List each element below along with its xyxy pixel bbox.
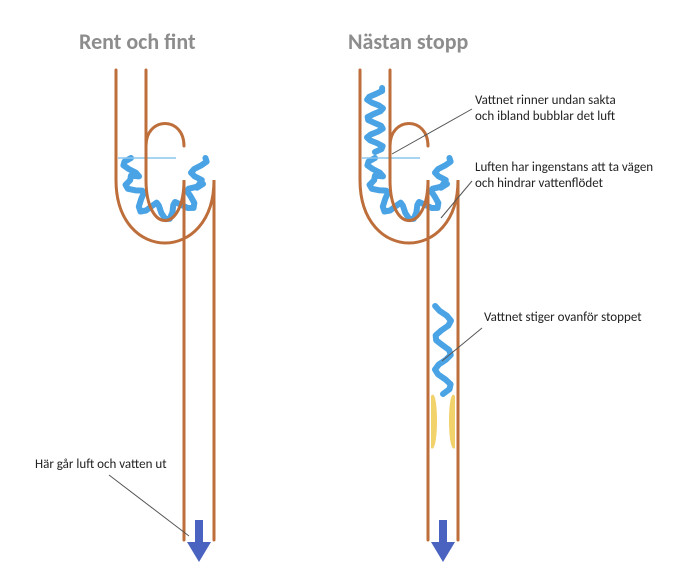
diagram-stage: Rent och fint Nästan stopp Här går luft … (0, 0, 700, 576)
pipe-diagram-svg (0, 0, 700, 576)
